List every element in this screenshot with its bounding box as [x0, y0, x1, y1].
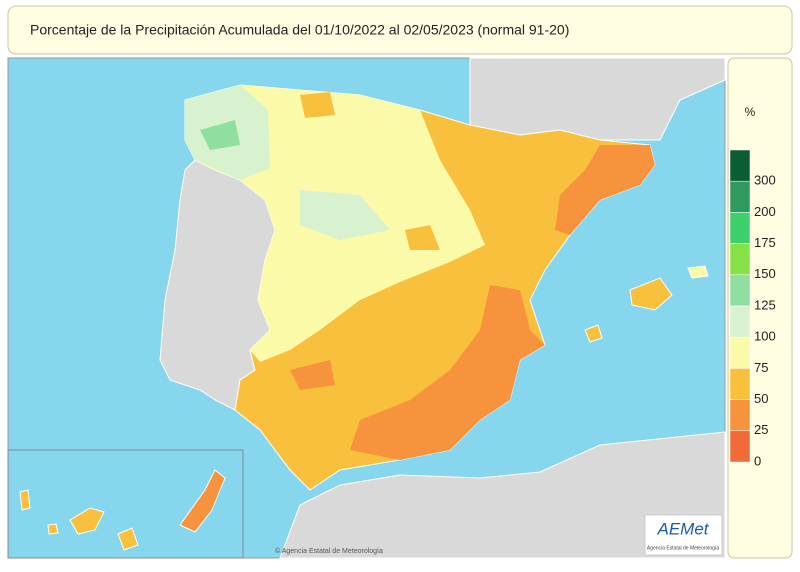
region-orange	[290, 360, 335, 390]
legend-tick-label: 25	[754, 422, 768, 437]
legend-tick-label: 175	[754, 235, 776, 250]
legend-swatch	[729, 336, 751, 369]
island	[117, 527, 139, 551]
legend: % 300 200 175 150 125 100 75 50 25 0	[727, 57, 793, 559]
region-orange	[555, 145, 655, 235]
logo-box	[644, 514, 723, 556]
legend-unit: %	[745, 105, 756, 119]
legend-swatch	[729, 399, 751, 432]
legend-tick-label: 100	[754, 329, 776, 344]
title: Porcentaje de la Precipitación Acumulada…	[30, 22, 569, 38]
menorca	[687, 265, 709, 279]
island	[47, 523, 59, 535]
logo-subtitle: Agencia Estatal de Meteorología	[647, 545, 719, 551]
legend-swatch	[729, 243, 751, 276]
legend-swatch	[729, 430, 751, 463]
legend-tick-label: 0	[754, 453, 761, 468]
region-orange	[300, 92, 335, 118]
legend-swatch	[729, 274, 751, 307]
map: © Agencia Estatal de Meteorología AEMet …	[7, 57, 726, 559]
logo: AEMet	[656, 519, 709, 538]
legend-swatch	[729, 305, 751, 338]
legend-tick-label: 50	[754, 391, 768, 406]
title-box	[7, 5, 793, 55]
region-pale-green	[300, 190, 390, 240]
legend-swatch	[729, 149, 751, 182]
legend-swatch	[729, 212, 751, 244]
island	[179, 469, 226, 533]
legend-swatch	[729, 368, 751, 400]
credit: © Agencia Estatal de Meteorología	[275, 547, 383, 555]
island	[69, 507, 105, 535]
legend-tick-label: 125	[754, 297, 776, 312]
island	[19, 489, 31, 511]
legend-tick-label: 200	[754, 204, 776, 219]
region-orange	[350, 285, 545, 460]
legend-tick-label: 300	[754, 173, 776, 188]
region-green	[200, 120, 240, 150]
legend-swatch	[729, 180, 751, 213]
ibiza	[584, 324, 603, 343]
mallorca	[629, 277, 673, 311]
region-orange	[405, 225, 440, 250]
africa	[279, 431, 726, 559]
legend-tick-label: 75	[754, 360, 768, 375]
legend-tick-label: 150	[754, 266, 776, 281]
